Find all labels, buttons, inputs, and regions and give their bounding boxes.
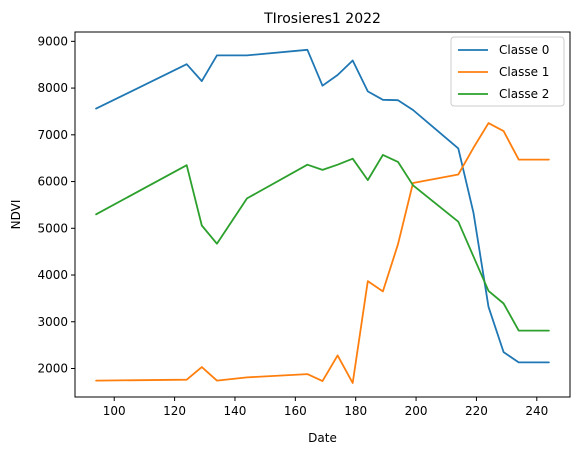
chart-title: TIrosieres1 2022: [263, 11, 381, 27]
y-tick-label: 4000: [37, 268, 68, 282]
series-line-classe-1: [95, 122, 550, 384]
legend: Classe 0 Classe 1 Classe 2: [450, 36, 565, 107]
series-line-classe-2: [95, 153, 550, 332]
plot-frame: [74, 31, 571, 398]
y-tick-label: 9000: [37, 34, 68, 48]
series-layer: [95, 48, 550, 384]
x-tick-label: 240: [525, 404, 548, 418]
x-tick-label: 120: [163, 404, 186, 418]
legend-box: [450, 36, 565, 107]
y-tick-label: 7000: [37, 128, 68, 142]
x-tick-label: 100: [103, 404, 126, 418]
y-axis-ticks: 2000 3000 4000 5000 6000 7000 8000 9000: [37, 34, 75, 375]
legend-label-classe-2: Classe 2: [499, 87, 549, 101]
y-tick-label: 2000: [37, 361, 68, 375]
x-axis-label: Date: [308, 431, 337, 445]
y-tick-label: 8000: [37, 81, 68, 95]
x-tick-label: 180: [344, 404, 367, 418]
x-axis-ticks: 100 120 140 160 180 200 220 240: [103, 397, 548, 418]
x-tick-label: 160: [284, 404, 307, 418]
legend-label-classe-1: Classe 1: [499, 65, 549, 79]
x-tick-label: 220: [465, 404, 488, 418]
y-axis-label: NDVI: [9, 200, 23, 230]
x-tick-label: 140: [224, 404, 247, 418]
legend-label-classe-0: Classe 0: [499, 43, 549, 57]
x-tick-label: 200: [405, 404, 428, 418]
y-tick-label: 6000: [37, 175, 68, 189]
y-tick-label: 5000: [37, 221, 68, 235]
series-line-classe-0: [95, 48, 550, 364]
y-tick-label: 3000: [37, 315, 68, 329]
